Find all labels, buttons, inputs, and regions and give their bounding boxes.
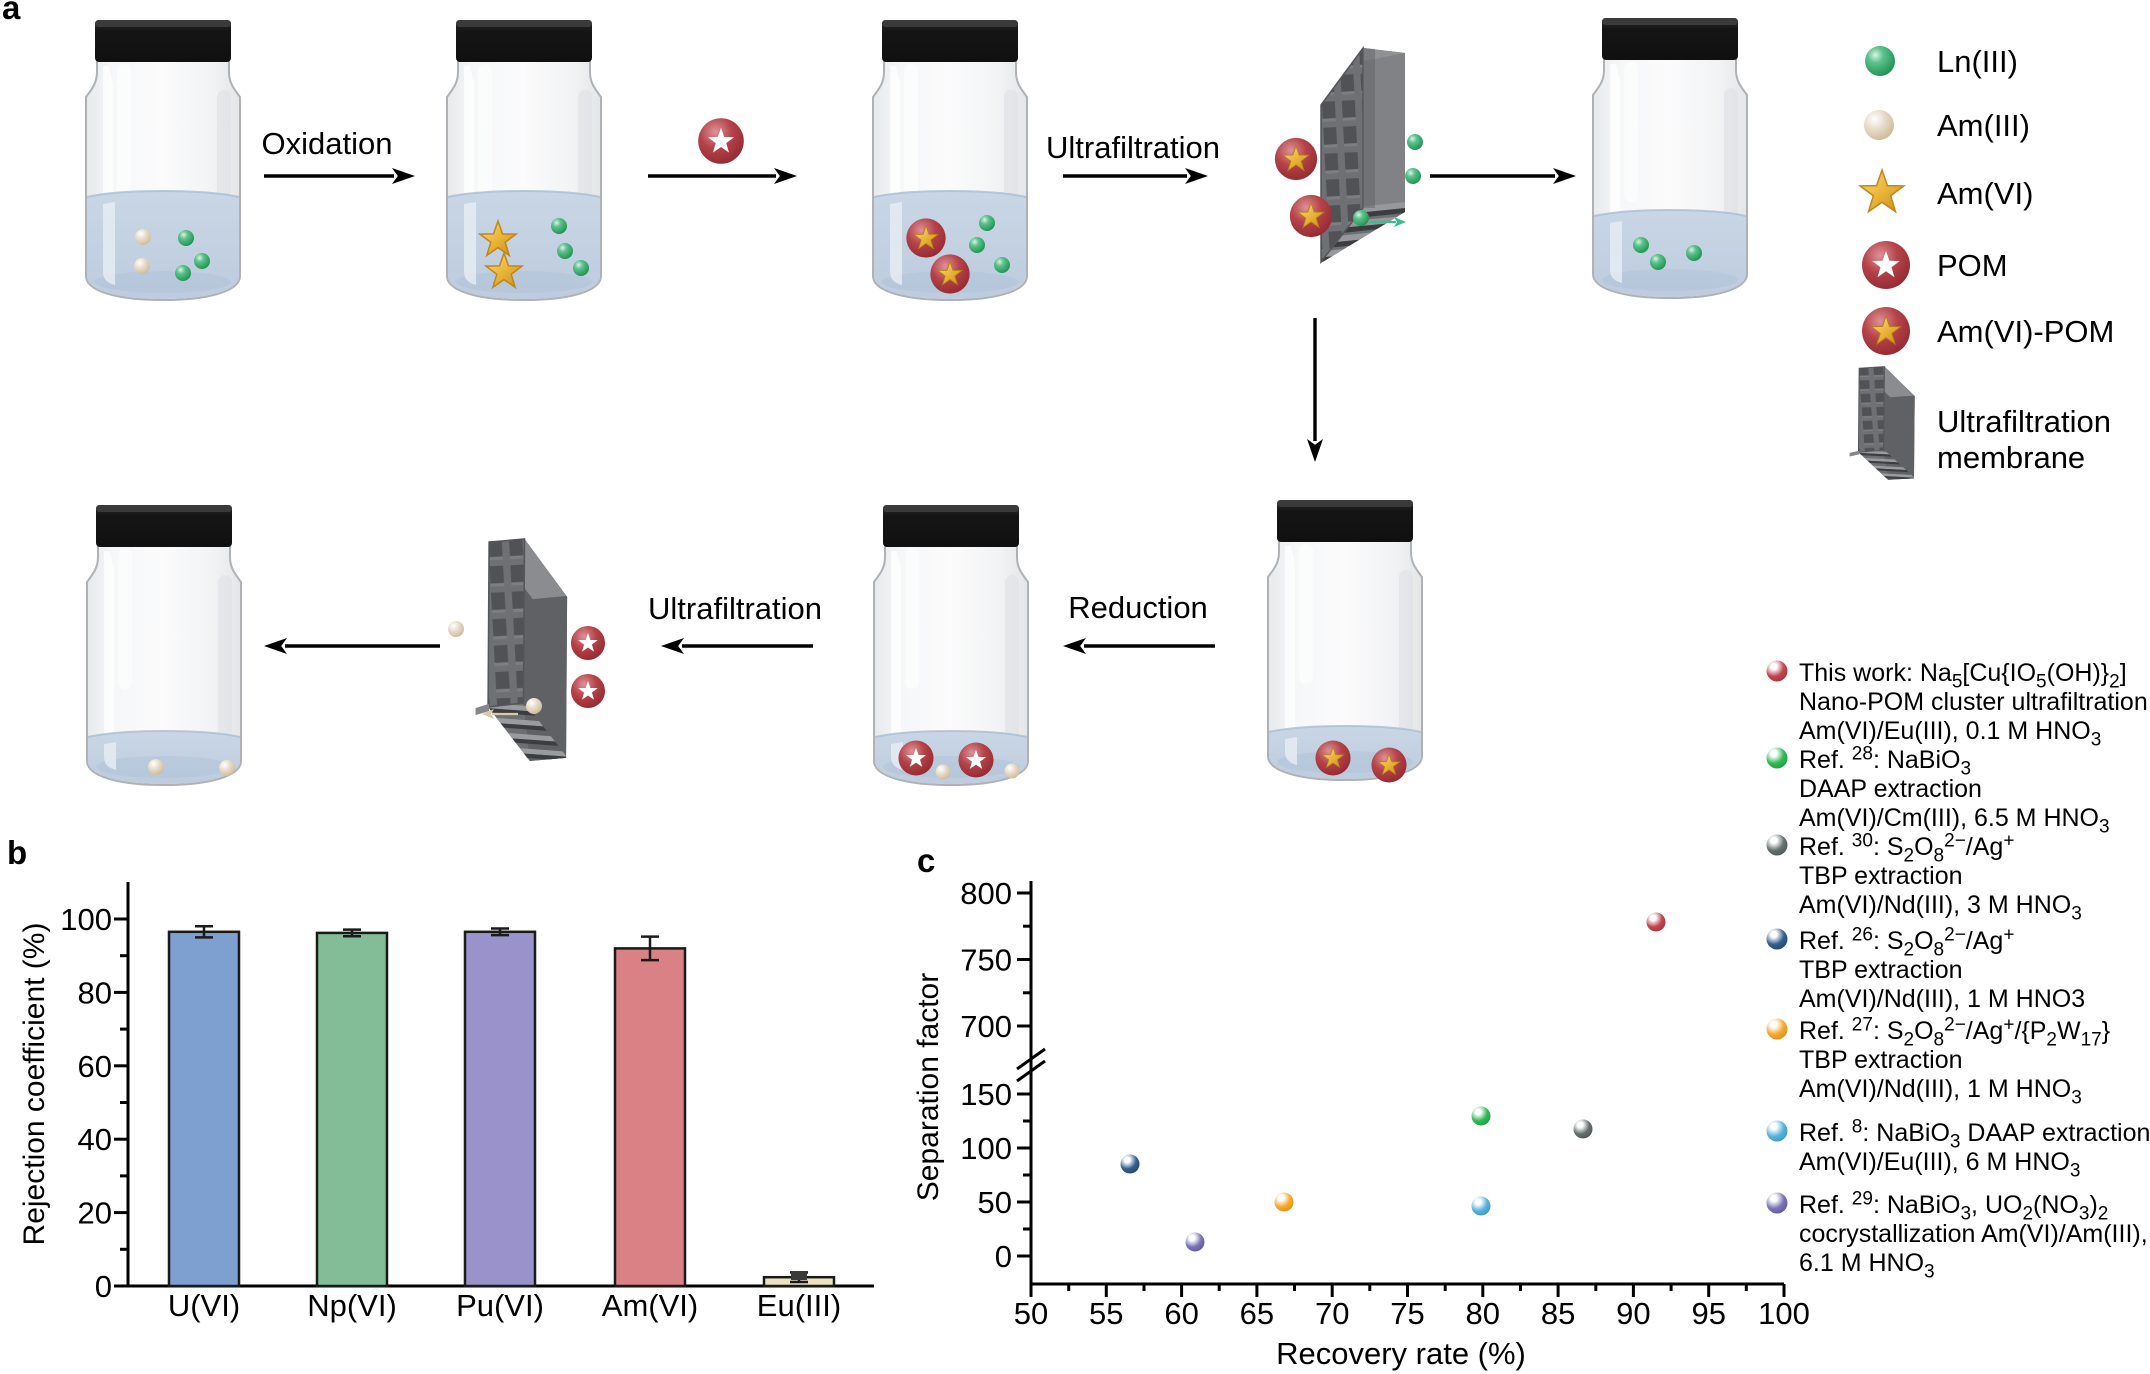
svg-text:0: 0: [995, 1239, 1012, 1274]
svg-text:DAAP extraction: DAAP extraction: [1799, 775, 1982, 803]
svg-text:Reduction: Reduction: [1068, 590, 1208, 625]
svg-text:Pu(VI): Pu(VI): [456, 1288, 544, 1323]
svg-text:100: 100: [60, 902, 112, 937]
svg-text:65: 65: [1240, 1296, 1274, 1331]
svg-text:Nano-POM cluster ultrafiltrati: Nano-POM cluster ultrafiltration: [1799, 688, 2148, 716]
svg-text:50: 50: [1014, 1296, 1048, 1331]
svg-text:0: 0: [95, 1269, 112, 1304]
svg-text:Ref. 28​: NaBiO3​: Ref. 28​: NaBiO3​: [1799, 744, 1971, 780]
svg-text:Separation factor: Separation factor: [912, 973, 945, 1201]
svg-text:b: b: [7, 834, 27, 871]
svg-text:Recovery rate (%): Recovery rate (%): [1276, 1336, 1526, 1371]
svg-text:80: 80: [1466, 1296, 1500, 1331]
svg-text:Am(VI)-POM: Am(VI)-POM: [1937, 314, 2114, 349]
svg-text:150: 150: [960, 1077, 1012, 1112]
svg-text:cocrystallization Am(VI)/Am(II: cocrystallization Am(VI)/Am(III),: [1799, 1220, 2148, 1248]
svg-text:Np(VI): Np(VI): [307, 1288, 397, 1323]
svg-text:Ref. 26​: S2​O8​2−​/Ag+​: Ref. 26​: S2​O8​2−​/Ag+​: [1799, 925, 2014, 961]
svg-text:Ultrafiltration: Ultrafiltration: [1046, 130, 1220, 165]
svg-text:POM: POM: [1937, 248, 2008, 283]
svg-text:800: 800: [960, 876, 1012, 911]
svg-text:Rejection coefficient (%): Rejection coefficient (%): [18, 923, 51, 1246]
svg-text:85: 85: [1541, 1296, 1575, 1331]
svg-text:70: 70: [1315, 1296, 1349, 1331]
svg-text:55: 55: [1089, 1296, 1123, 1331]
svg-text:75: 75: [1390, 1296, 1424, 1331]
svg-text:Am(VI): Am(VI): [1937, 176, 2033, 211]
svg-text:50: 50: [978, 1185, 1012, 1220]
svg-text:c: c: [917, 842, 935, 879]
svg-text:a: a: [2, 0, 21, 26]
svg-text:Am(VI)/Cm(III), 6.5 M HNO3​: Am(VI)/Cm(III), 6.5 M HNO3​: [1799, 804, 2110, 838]
svg-text:Ultrafiltration: Ultrafiltration: [1937, 404, 2111, 439]
svg-text:Am(VI)/Eu(III), 6 M HNO3​: Am(VI)/Eu(III), 6 M HNO3​: [1799, 1148, 2080, 1182]
svg-text:6.1 M HNO3​: 6.1 M HNO3​: [1799, 1249, 1935, 1283]
svg-text:Am(VI): Am(VI): [602, 1288, 698, 1323]
svg-text:Am(VI)/Nd(III), 3 M HNO3​: Am(VI)/Nd(III), 3 M HNO3​: [1799, 891, 2082, 925]
svg-text:This work: Na5​[Cu{IO5​(OH)}2​: This work: Na5​[Cu{IO5​(OH)}2​]: [1799, 659, 2127, 693]
svg-text:Am(VI)/Eu(III), 0.1 M HNO3​: Am(VI)/Eu(III), 0.1 M HNO3​: [1799, 717, 2101, 751]
svg-text:U(VI): U(VI): [168, 1288, 240, 1323]
svg-text:TBP extraction: TBP extraction: [1799, 1046, 1963, 1074]
svg-text:TBP extraction: TBP extraction: [1799, 956, 1963, 984]
svg-text:90: 90: [1616, 1296, 1650, 1331]
svg-text:membrane: membrane: [1937, 440, 2085, 475]
svg-text:100: 100: [960, 1131, 1012, 1166]
svg-text:100: 100: [1758, 1296, 1810, 1331]
svg-text:Oxidation: Oxidation: [262, 126, 393, 161]
svg-text:40: 40: [78, 1122, 112, 1157]
svg-text:700: 700: [960, 1009, 1012, 1044]
svg-text:TBP extraction: TBP extraction: [1799, 862, 1963, 890]
svg-text:Am(VI)/Nd(III), 1 M HNO3​: Am(VI)/Nd(III), 1 M HNO3​: [1799, 1075, 2082, 1109]
svg-text:Ln(III): Ln(III): [1937, 44, 2018, 79]
svg-text:Am(III): Am(III): [1937, 108, 2030, 143]
svg-text:80: 80: [78, 975, 112, 1010]
svg-text:750: 750: [960, 943, 1012, 978]
svg-text:60: 60: [78, 1049, 112, 1084]
svg-text:Ref. 29​: NaBiO3​, UO2​(NO3​)2: Ref. 29​: NaBiO3​, UO2​(NO3​)2​: [1799, 1189, 2108, 1225]
svg-text:Eu(III): Eu(III): [757, 1288, 841, 1323]
svg-text:60: 60: [1164, 1296, 1198, 1331]
svg-text:Am(VI)/Nd(III), 1 M HNO3: Am(VI)/Nd(III), 1 M HNO3: [1799, 985, 2085, 1013]
svg-text:20: 20: [78, 1196, 112, 1231]
svg-text:Ultrafiltration: Ultrafiltration: [648, 591, 822, 626]
svg-text:95: 95: [1691, 1296, 1725, 1331]
